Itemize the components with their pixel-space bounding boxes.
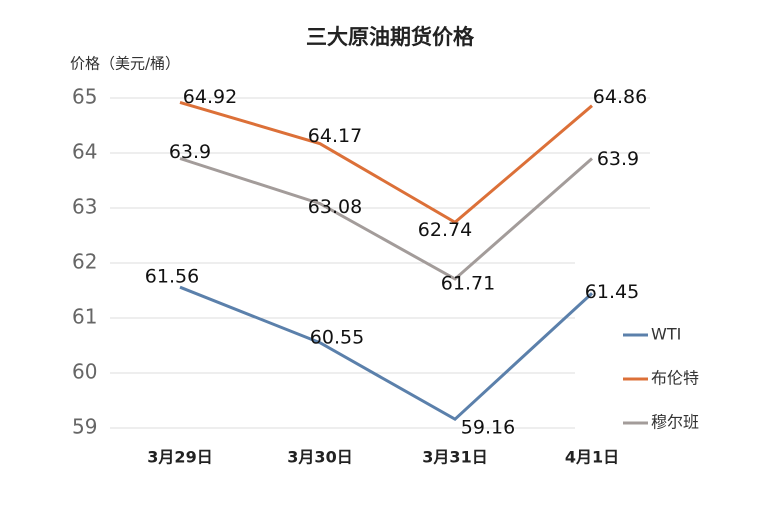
y-tick-label: 65: [72, 85, 97, 109]
data-label: 63.9: [169, 141, 211, 163]
data-label: 63.9: [597, 148, 639, 170]
data-label: 64.17: [308, 125, 362, 147]
series-line: [179, 285, 594, 422]
chart-title: 三大原油期货价格: [306, 25, 475, 49]
data-label: 64.92: [183, 86, 237, 108]
data-label: 60.55: [310, 326, 364, 348]
y-tick-label: 62: [72, 250, 97, 274]
series-line: [179, 157, 593, 281]
series-line: [179, 100, 593, 225]
legend-label: WTI: [651, 325, 681, 344]
data-label: 63.08: [308, 196, 362, 218]
x-tick-label: 3月29日: [147, 448, 212, 467]
y-tick-label: 64: [72, 140, 97, 164]
data-label: 61.56: [145, 266, 199, 288]
y-tick-label: 63: [72, 195, 97, 219]
legend-label: 穆尔班: [651, 413, 699, 432]
data-label: 61.71: [441, 272, 495, 294]
data-label: 59.16: [461, 417, 515, 439]
data-label: 62.74: [418, 219, 472, 241]
x-tick-label: 4月1日: [565, 448, 619, 467]
x-tick-label: 3月30日: [287, 448, 352, 467]
y-tick-label: 59: [72, 415, 97, 439]
legend-label: 布伦特: [651, 369, 699, 388]
data-label: 64.86: [593, 86, 647, 108]
y-tick-label: 61: [72, 305, 97, 329]
x-tick-label: 3月31日: [422, 448, 487, 467]
y-axis-label: 价格（美元/桶）: [70, 55, 180, 73]
y-tick-label: 60: [72, 360, 97, 384]
data-label: 61.45: [585, 281, 639, 303]
